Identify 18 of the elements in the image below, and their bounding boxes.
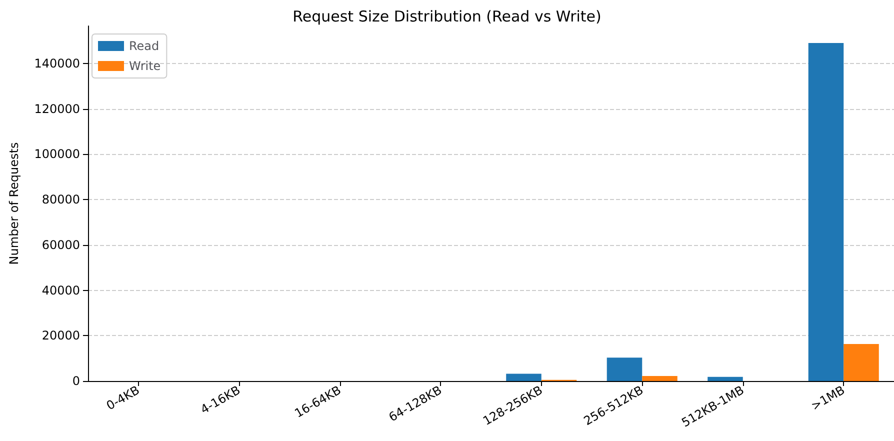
y-tick-label: 80000: [42, 192, 80, 207]
y-tick-label: 40000: [42, 283, 80, 298]
bar: [606, 358, 642, 381]
chart-title: Request Size Distribution (Read vs Write): [292, 8, 602, 26]
bar: [808, 43, 844, 381]
legend-label: Write: [129, 59, 161, 73]
bar: [642, 376, 678, 381]
bar: [844, 344, 879, 381]
y-axis-title: Number of Requests: [7, 142, 21, 265]
bar: [506, 374, 542, 381]
y-tick-label: 20000: [42, 328, 80, 343]
legend-label: Read: [129, 39, 160, 53]
y-tick-label: 60000: [42, 238, 80, 252]
bar: [708, 376, 743, 381]
y-tick-label: 140000: [34, 56, 80, 70]
y-tick-label: 120000: [34, 102, 80, 116]
y-tick-label: 100000: [34, 147, 80, 162]
y-tick-label: 0: [72, 374, 80, 388]
